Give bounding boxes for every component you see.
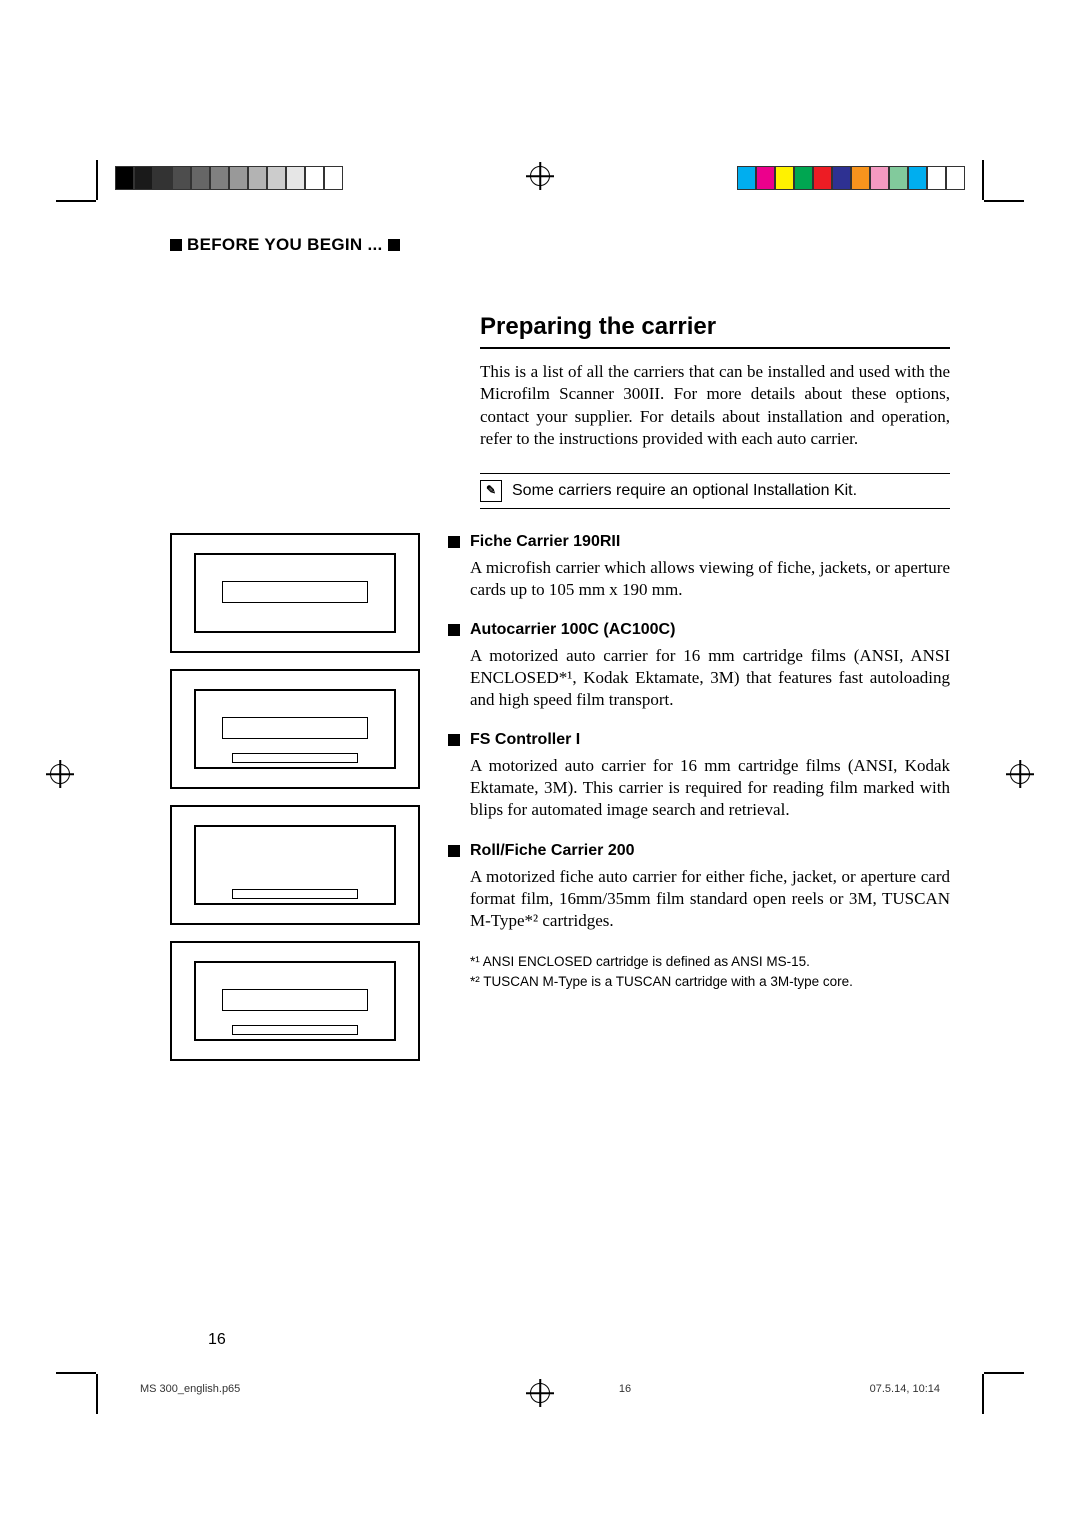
carrier-body: A motorized auto carrier for 16 mm cartr… — [470, 645, 950, 711]
crop-mark — [96, 160, 98, 200]
carrier-head: Roll/Fiche Carrier 200 — [470, 842, 635, 860]
carrier-head: Fiche Carrier 190RII — [470, 533, 620, 551]
section-header: BEFORE YOU BEGIN ... — [170, 235, 950, 255]
footnote: *¹ ANSI ENCLOSED cartridge is defined as… — [470, 952, 950, 972]
footnote: *² TUSCAN M-Type is a TUSCAN cartridge w… — [470, 972, 950, 992]
square-bullet-icon — [448, 845, 460, 857]
crop-mark — [984, 1372, 1024, 1374]
carrier-item: Autocarrier 100C (AC100C) A motorized au… — [448, 621, 950, 711]
carrier-body: A microfish carrier which allows viewing… — [470, 557, 950, 601]
crop-mark — [56, 200, 96, 202]
footer-file: MS 300_english.p65 — [140, 1383, 240, 1395]
fiche-carrier-illustration — [170, 533, 420, 653]
square-bullet-icon — [170, 239, 182, 251]
square-bullet-icon — [448, 734, 460, 746]
color-calibration-strip — [737, 166, 965, 190]
carrier-head: Autocarrier 100C (AC100C) — [470, 621, 675, 639]
roll-fiche-carrier-illustration — [170, 941, 420, 1061]
carrier-body: A motorized auto carrier for 16 mm cartr… — [470, 755, 950, 821]
page-number: 16 — [208, 1331, 226, 1349]
grayscale-calibration-strip — [115, 166, 343, 190]
intro-paragraph: This is a list of all the carriers that … — [480, 361, 950, 451]
page-title: Preparing the carrier — [480, 313, 950, 349]
print-footer: MS 300_english.p65 16 07.5.14, 10:14 — [140, 1383, 940, 1395]
footer-timestamp: 07.5.14, 10:14 — [870, 1383, 940, 1395]
registration-mark-icon — [526, 162, 554, 190]
carrier-descriptions: Fiche Carrier 190RII A microfish carrier… — [448, 533, 950, 1061]
crop-mark — [984, 200, 1024, 202]
carrier-body: A motorized fiche auto carrier for eithe… — [470, 866, 950, 932]
crop-mark — [96, 1374, 98, 1414]
crop-mark — [982, 160, 984, 200]
note-text: Some carriers require an optional Instal… — [512, 482, 857, 500]
page-content: BEFORE YOU BEGIN ... Preparing the carri… — [170, 235, 950, 1061]
carrier-item: Roll/Fiche Carrier 200 A motorized fiche… — [448, 842, 950, 932]
crop-mark — [56, 1372, 96, 1374]
section-header-text: BEFORE YOU BEGIN ... — [187, 235, 383, 254]
square-bullet-icon — [448, 536, 460, 548]
carrier-illustrations — [170, 533, 420, 1061]
registration-mark-icon — [46, 760, 74, 788]
note-icon: ✎ — [480, 480, 502, 502]
footer-page: 16 — [619, 1383, 631, 1395]
carrier-item: Fiche Carrier 190RII A microfish carrier… — [448, 533, 950, 601]
note-callout: ✎ Some carriers require an optional Inst… — [480, 473, 950, 509]
carrier-head: FS Controller I — [470, 731, 580, 749]
registration-mark-icon — [1006, 760, 1034, 788]
square-bullet-icon — [388, 239, 400, 251]
fs-controller-illustration — [170, 805, 420, 925]
autocarrier-illustration — [170, 669, 420, 789]
footnotes: *¹ ANSI ENCLOSED cartridge is defined as… — [470, 952, 950, 993]
square-bullet-icon — [448, 624, 460, 636]
crop-mark — [982, 1374, 984, 1414]
carrier-item: FS Controller I A motorized auto carrier… — [448, 731, 950, 821]
